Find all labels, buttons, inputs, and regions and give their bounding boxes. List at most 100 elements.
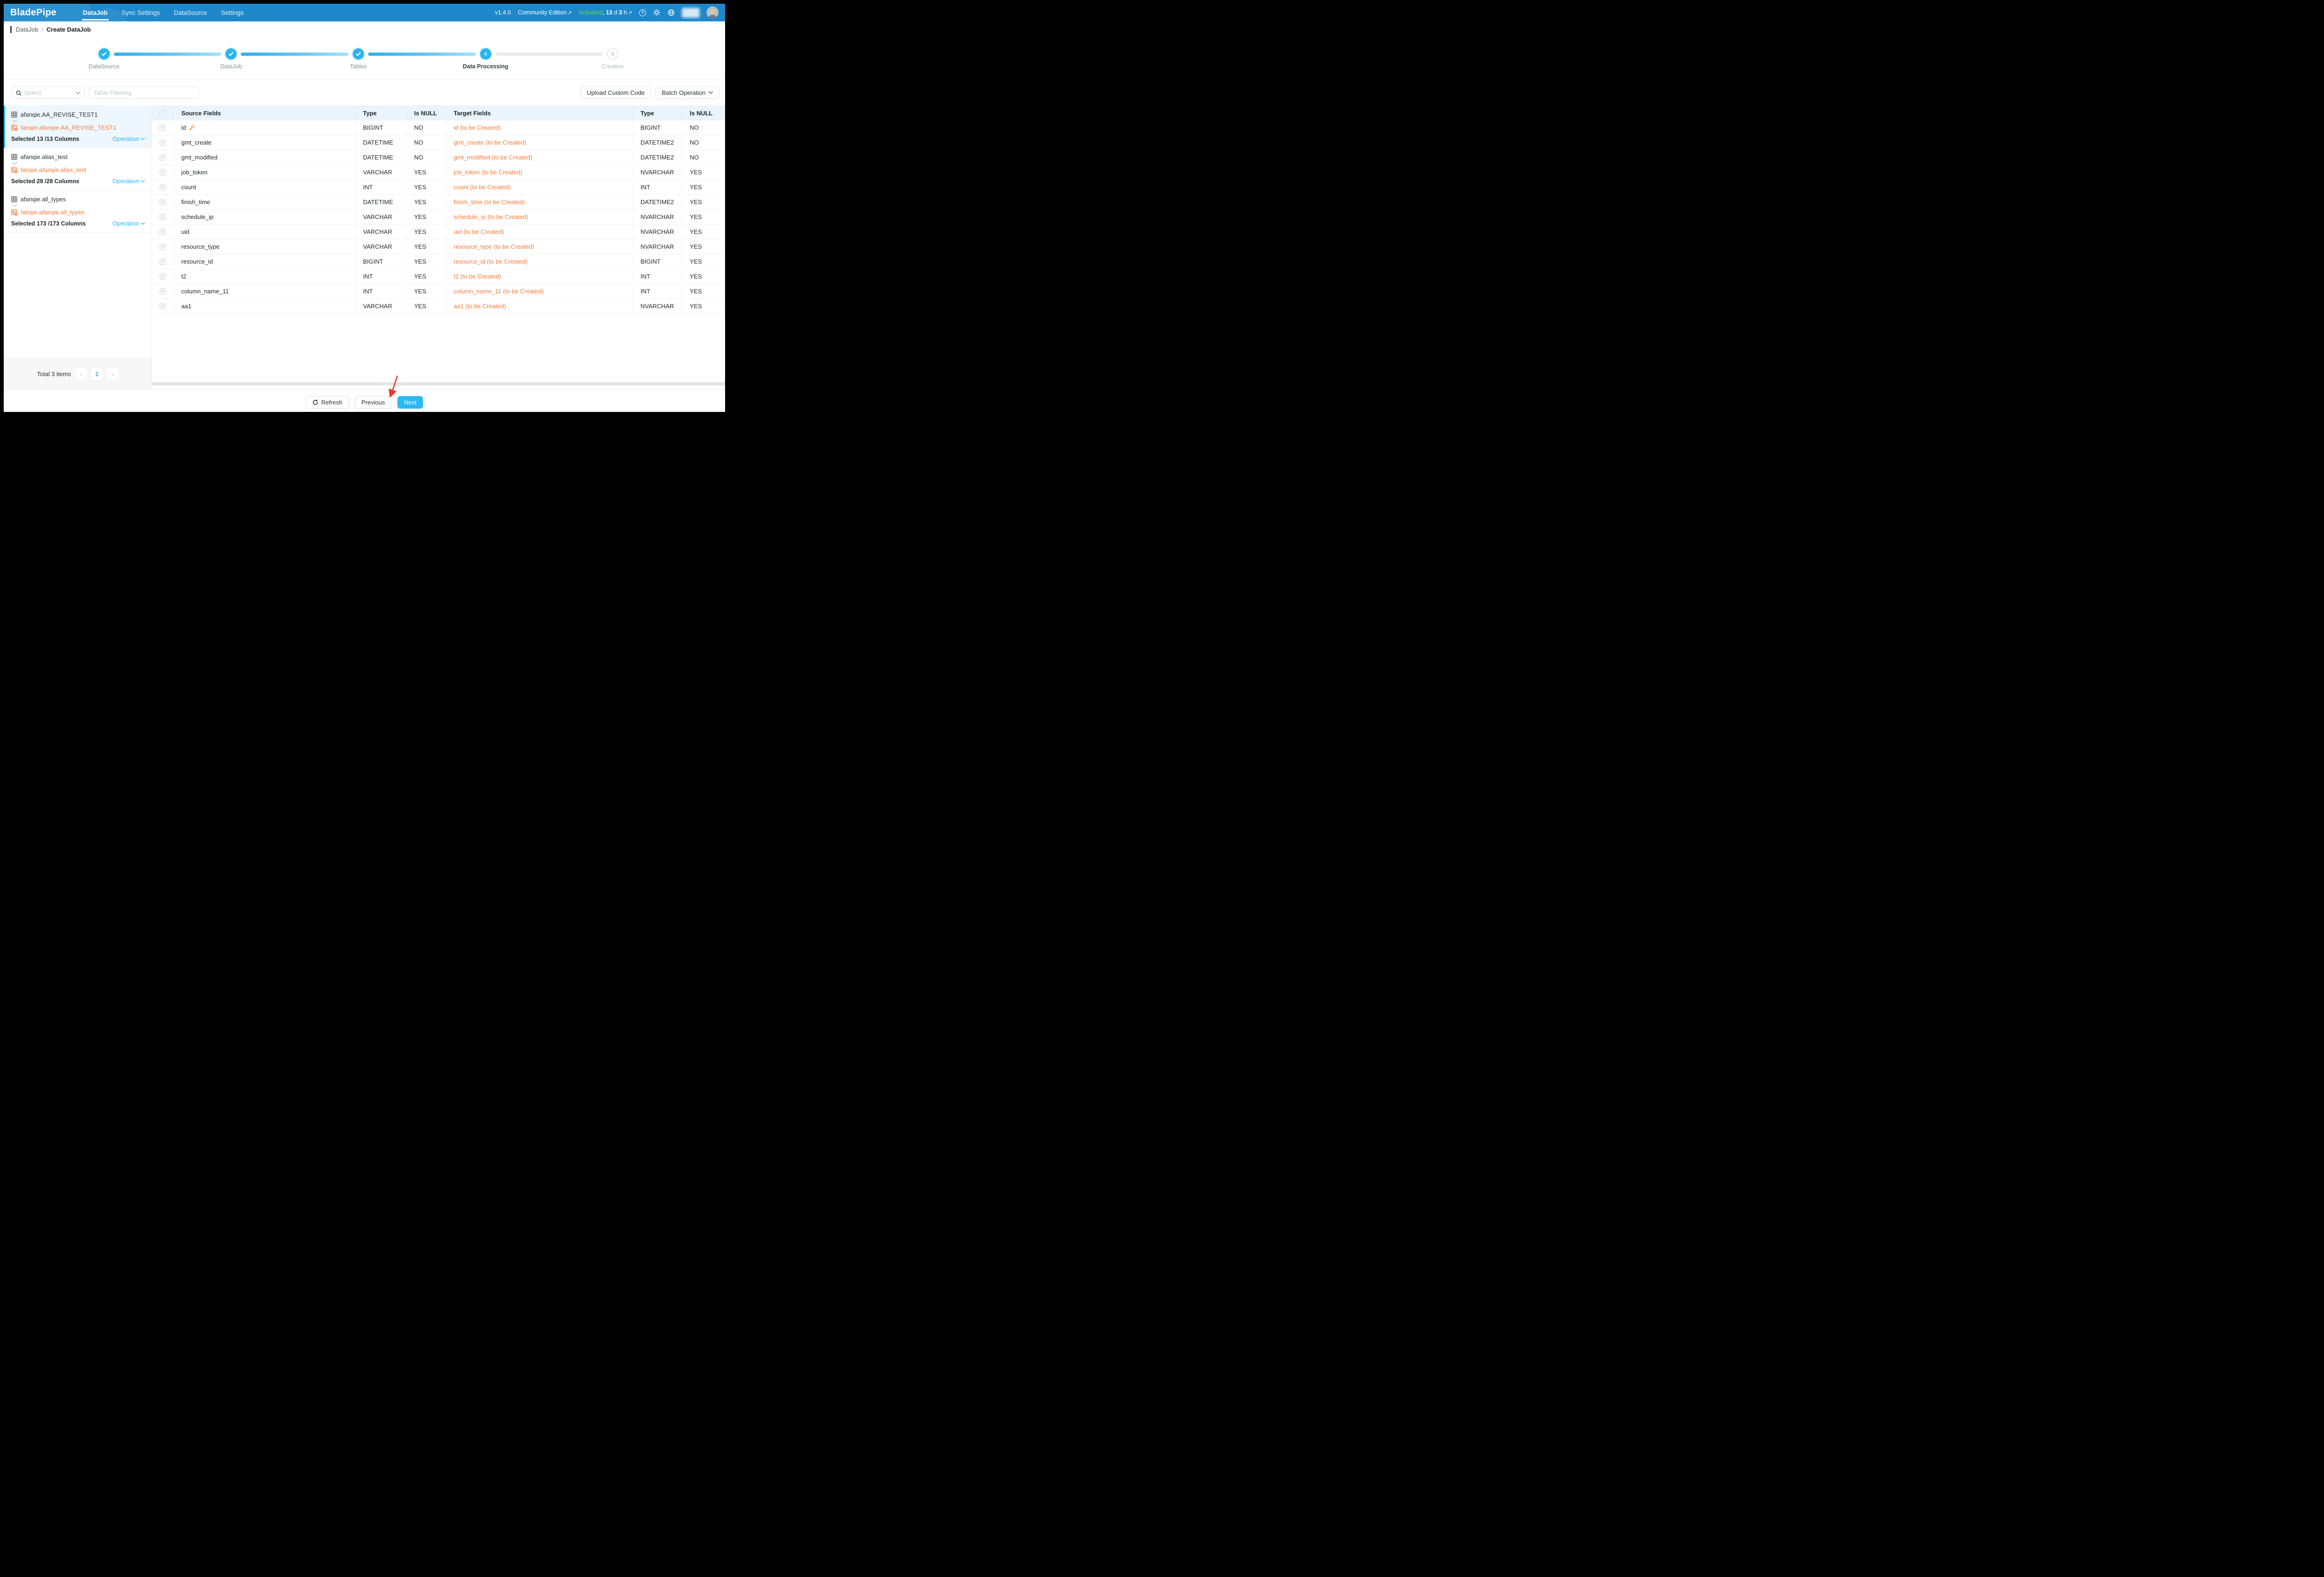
pagination-next-button[interactable]: ›	[107, 368, 119, 379]
stepper-step: Tables	[295, 37, 476, 80]
external-link-icon: ↗	[567, 10, 572, 16]
source-field-type: VARCHAR	[356, 299, 407, 313]
target-field-name[interactable]: job_token (to be Created)	[446, 165, 633, 179]
source-field-name: column_name_11	[181, 288, 229, 295]
chevron-down-icon[interactable]	[12, 119, 145, 123]
nav-tab[interactable]: DataSource	[174, 9, 207, 16]
refresh-button[interactable]: Refresh	[306, 396, 349, 409]
chevron-down-icon	[141, 137, 145, 140]
target-field-name[interactable]: finish_time (to be Created)	[446, 195, 633, 209]
table-pair-item[interactable]: afanqie.all_types fanqie.afanqie.all_typ…	[4, 191, 152, 233]
row-checkbox[interactable]: ✓	[159, 288, 166, 295]
license-status[interactable]: Activated, 13 d 3 h ↗	[579, 9, 632, 16]
pagination-prev-button[interactable]: ‹	[75, 368, 87, 379]
target-table-add-icon	[11, 209, 18, 216]
target-field-isnull: YES	[682, 299, 725, 313]
target-field-name[interactable]: gmt_modified (to be Created)	[446, 150, 633, 165]
target-field-isnull: NO	[682, 120, 725, 135]
upload-custom-code-button[interactable]: Upload Custom Code	[580, 86, 652, 99]
source-field-name: id	[181, 124, 186, 131]
row-checkbox[interactable]: ✓	[159, 154, 166, 161]
target-field-name[interactable]: t2 (to be Created)	[446, 269, 633, 284]
table-pair-item[interactable]: afanqie.AA_REVISE_TEST1 fanqie.afanqie.A…	[4, 106, 152, 148]
row-checkbox[interactable]: ✓	[159, 199, 166, 205]
target-field-isnull: YES	[682, 195, 725, 209]
horizontal-scrollbar[interactable]	[152, 382, 725, 385]
target-field-name[interactable]: resource_type (to be Created)	[446, 239, 633, 254]
target-field-name[interactable]: uid (to be Created)	[446, 225, 633, 239]
edition-link[interactable]: Community Edition ↗	[518, 9, 572, 16]
table-select-dropdown[interactable]: Select	[12, 86, 85, 99]
row-checkbox[interactable]: ✓	[159, 184, 166, 191]
target-field-name[interactable]: column_name_11 (to be Created)	[446, 284, 633, 298]
source-field-type: VARCHAR	[356, 239, 407, 254]
avatar[interactable]	[706, 7, 719, 19]
page-title: Create DataJob	[46, 26, 91, 33]
table-pair-item[interactable]: afanqie.alias_test fanqie.afanqie.alias_…	[4, 148, 152, 191]
row-checkbox[interactable]: ✓	[159, 139, 166, 146]
previous-button[interactable]: Previous	[355, 396, 392, 409]
row-checkbox[interactable]: ✓	[159, 228, 166, 235]
source-table-icon	[11, 154, 17, 160]
target-field-name[interactable]: resource_id (to be Created)	[446, 254, 633, 269]
nav-tab[interactable]: Sync Settings	[121, 9, 160, 16]
target-field-name[interactable]: gmt_create (to be Created)	[446, 135, 633, 150]
target-field-type: NVARCHAR	[633, 299, 682, 313]
source-field-name: schedule_ip	[181, 213, 214, 220]
target-field-name[interactable]: schedule_ip (to be Created)	[446, 210, 633, 224]
stepper-step: DataSource	[40, 37, 222, 80]
row-checkbox[interactable]: ✓	[159, 243, 166, 250]
field-row: ✓ uid VARCHAR YES uid (to be Created) NV…	[152, 225, 725, 239]
nav-tab[interactable]: Settings	[221, 9, 244, 16]
row-checkbox[interactable]: ✓	[159, 258, 166, 265]
row-checkbox[interactable]: ✓	[159, 303, 166, 310]
target-field-name[interactable]: count (to be Created)	[446, 180, 633, 194]
source-table-name: afanqie.alias_test	[20, 153, 68, 160]
nav-tab[interactable]: DataJob	[76, 4, 114, 21]
col-target-isnull: Is NULL	[682, 106, 725, 120]
row-checkbox[interactable]: ✓	[159, 124, 166, 131]
row-checkbox[interactable]: ✓	[159, 169, 166, 176]
target-field-isnull: NO	[682, 135, 725, 150]
target-field-type: NVARCHAR	[633, 225, 682, 239]
target-table-add-icon	[11, 124, 18, 131]
table-filtering-input[interactable]	[89, 86, 199, 99]
source-field-isnull: YES	[407, 284, 446, 298]
target-field-type: BIGINT	[633, 254, 682, 269]
source-field-type: DATETIME	[356, 135, 407, 150]
username-redacted	[682, 7, 700, 18]
wizard-footer: Refresh Previous Next	[4, 389, 725, 412]
target-field-name[interactable]: aa1 (to be Created)	[446, 299, 633, 313]
next-button[interactable]: Next	[397, 396, 423, 409]
source-field-name: aa1	[181, 303, 191, 310]
select-all-checkbox[interactable]: ✓	[159, 110, 166, 117]
help-icon[interactable]: ?	[639, 9, 646, 16]
source-field-type: VARCHAR	[356, 210, 407, 224]
row-checkbox[interactable]: ✓	[159, 213, 166, 220]
source-field-isnull: YES	[407, 165, 446, 179]
locale-globe-icon[interactable]	[667, 9, 675, 16]
theme-icon[interactable]	[653, 9, 660, 16]
table-toolbar: Select Upload Custom Code Batch Operatio…	[4, 80, 725, 106]
stepper-step: DataJob	[168, 37, 349, 80]
chevron-down-icon[interactable]	[12, 204, 145, 207]
col-source-isnull: Is NULL	[407, 106, 446, 120]
batch-operation-button[interactable]: Batch Operation	[655, 86, 720, 99]
operation-dropdown[interactable]: Operation	[112, 178, 145, 185]
field-row: ✓ gmt_create DATETIME NO gmt_create (to …	[152, 135, 725, 150]
row-checkbox[interactable]: ✓	[159, 273, 166, 280]
table-list-sidebar: afanqie.AA_REVISE_TEST1 fanqie.afanqie.A…	[4, 106, 152, 389]
pagination-page-1[interactable]: 1	[91, 368, 103, 379]
brand-logo[interactable]: BladePipe	[10, 7, 57, 18]
operation-dropdown[interactable]: Operation	[112, 220, 145, 227]
target-field-name[interactable]: id (to be Created)	[446, 120, 633, 135]
chevron-down-icon[interactable]	[12, 162, 145, 165]
target-field-type: INT	[633, 284, 682, 298]
step-connector	[241, 52, 349, 56]
field-row: ✓ id BIGINT NO id (to be Created) BIGINT…	[152, 120, 725, 135]
step-label: DataJob	[220, 63, 242, 70]
chevron-down-icon	[76, 92, 80, 95]
breadcrumb-parent[interactable]: DataJob	[16, 26, 39, 33]
operation-dropdown[interactable]: Operation	[112, 135, 145, 142]
source-field-isnull: YES	[407, 269, 446, 284]
